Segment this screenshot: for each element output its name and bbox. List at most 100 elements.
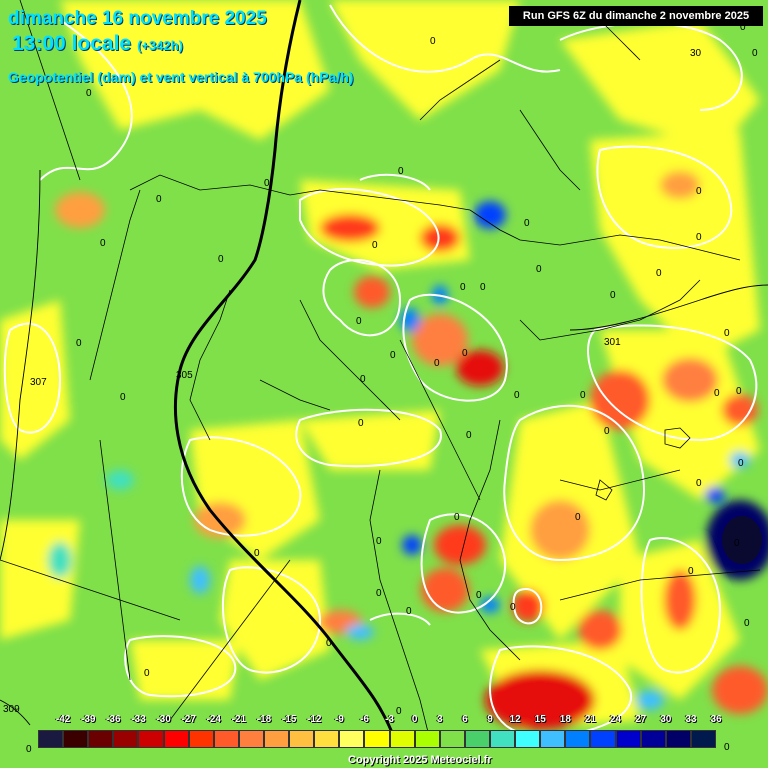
map-subtitle: Geopotentiel (dam) et vent vertical à 70… xyxy=(8,69,354,85)
zero-contour-label: 0 xyxy=(476,590,482,601)
legend-value: 18 xyxy=(559,714,571,725)
legend-value: 27 xyxy=(635,714,647,725)
legend-swatch xyxy=(264,730,290,748)
zero-contour-label: 0 xyxy=(734,538,740,549)
legend-value: 24 xyxy=(609,714,622,725)
legend-value: 6 xyxy=(462,714,468,725)
legend-swatch xyxy=(163,730,189,748)
legend-value: -12 xyxy=(306,714,322,725)
legend-value: 30 xyxy=(660,714,672,725)
zero-contour-label: 0 xyxy=(738,458,744,469)
legend-swatch xyxy=(464,730,490,748)
zero-contour-label: 0 xyxy=(26,744,32,755)
legend-swatch xyxy=(314,730,340,748)
legend-value: 0 xyxy=(411,714,418,725)
legend-value: 9 xyxy=(487,714,493,725)
zero-contour-label: 0 xyxy=(610,290,616,301)
legend-swatch xyxy=(113,730,139,748)
legend-value: 3 xyxy=(436,714,443,725)
legend-value: -33 xyxy=(131,714,146,725)
contour-label-307: 307 xyxy=(30,377,47,388)
legend-swatch xyxy=(188,730,214,748)
zero-contour-label: 0 xyxy=(752,48,758,59)
contour-label-305: 305 xyxy=(176,370,193,381)
zero-contour-label: 0 xyxy=(120,392,126,403)
zero-contour-label: 0 xyxy=(524,218,530,229)
zero-contour-label: 0 xyxy=(358,418,364,429)
legend-swatch xyxy=(63,730,89,748)
legend-value: -27 xyxy=(181,714,196,725)
zero-contour-label: 0 xyxy=(462,348,468,359)
legend-swatch xyxy=(690,730,716,748)
legend-swatch xyxy=(364,730,390,748)
zero-contour-label: 0 xyxy=(724,742,730,753)
zero-contour-label: 0 xyxy=(254,548,260,559)
legend-value: -3 xyxy=(385,714,394,725)
isohypses-thin xyxy=(0,169,768,726)
zero-contour-label: 0 xyxy=(372,240,378,251)
legend-swatch xyxy=(138,730,164,748)
legend-swatch xyxy=(590,730,616,748)
zero-contour-label: 0 xyxy=(724,328,730,339)
legend-swatch xyxy=(238,730,264,748)
color-legend: -42 -39 -36 -33 -30 -27 -24 -21 -18 -15 -12 -9 -6 -3 0… xyxy=(38,714,722,754)
contour-labels: 305 307 301 309 30 0 xyxy=(3,48,702,715)
zero-contour-label: 0 xyxy=(376,536,382,547)
run-info: Run GFS 6Z du dimanche 2 novembre 2025 xyxy=(509,6,763,26)
legend-swatch xyxy=(38,730,64,748)
legend-value: -36 xyxy=(106,714,121,725)
forecast-time-text: 13:00 locale xyxy=(12,32,132,55)
borders xyxy=(0,0,761,741)
zero-contour-label: 0 xyxy=(580,390,586,401)
legend-value: -9 xyxy=(334,714,344,725)
zero-contour-label: 0 xyxy=(514,390,520,401)
legend-swatch xyxy=(339,730,365,748)
zero-contour-label: 0 xyxy=(86,88,92,99)
legend-swatch xyxy=(88,730,114,748)
zero-contour-label: 0 xyxy=(536,264,542,275)
legend-swatch xyxy=(289,730,315,748)
forecast-date: dimanche 16 novembre 2025 xyxy=(8,8,267,29)
zero-contour-label: 0 xyxy=(696,232,702,243)
zero-contour-label: 0 xyxy=(398,166,404,177)
legend-value: 36 xyxy=(710,714,722,725)
legend-value: 12 xyxy=(509,714,521,725)
zero-contour-label: 0 xyxy=(264,178,270,189)
zero-contour-label: 0 xyxy=(376,588,382,599)
zero-contour-label: 0 xyxy=(454,512,460,523)
zero-contour-label: 0 xyxy=(356,316,362,327)
legend-swatch xyxy=(439,730,465,748)
zero-contour-label: 0 xyxy=(510,602,516,613)
zero-labels: 0 0 0 0 0 0 0 0 0 0 0 0 0 0 0 0 0 0 0 0 0 0 0 0 0 0 0 0 0 0 0 0 0 0 0 0 0 0 0 0… xyxy=(26,22,758,755)
legend-value: 15 xyxy=(534,714,546,725)
zero-contour-label: 0 xyxy=(688,566,694,577)
legend-value: -30 xyxy=(156,714,171,725)
zero-contour-label: 0 xyxy=(406,606,412,617)
legend-swatch xyxy=(640,730,666,748)
zero-contour-label: 0 xyxy=(736,386,742,397)
zero-contour-label: 0 xyxy=(430,36,436,47)
zero-contour-label: 0 xyxy=(575,512,581,523)
zero-contour-label: 0 xyxy=(156,194,162,205)
zero-contour-label: 0 xyxy=(144,668,150,679)
zero-contour-label: 0 xyxy=(740,22,746,33)
zero-contour-label: 0 xyxy=(744,618,750,629)
contour-label-301: 301 xyxy=(604,337,621,348)
legend-swatch xyxy=(213,730,239,748)
copyright: Copyright 2025 Meteociel.fr xyxy=(348,754,492,766)
legend-value: -39 xyxy=(80,714,96,725)
zero-contour-label: 0 xyxy=(76,338,82,349)
legend-value: -18 xyxy=(256,714,272,725)
legend-value: -21 xyxy=(231,714,247,725)
legend-swatch xyxy=(414,730,440,748)
zero-contour-label: 0 xyxy=(466,430,472,441)
zero-contour-label: 0 xyxy=(696,186,702,197)
legend-swatch xyxy=(665,730,691,748)
zero-contour-label: 0 xyxy=(460,282,466,293)
zero-contour-label: 0 xyxy=(696,478,702,489)
legend-value: -6 xyxy=(359,714,369,725)
zero-contour-label: 0 xyxy=(396,706,402,717)
zero-contour-label: 0 xyxy=(390,350,396,361)
zero-contours xyxy=(3,4,758,737)
legend-value: -42 xyxy=(55,714,71,725)
